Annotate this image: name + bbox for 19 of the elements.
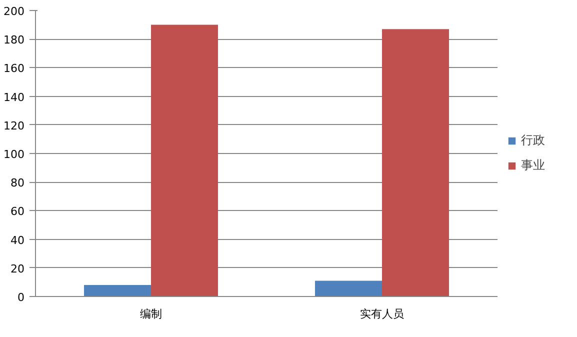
y-tick-label: 200	[4, 5, 25, 18]
legend-label: 行政	[521, 132, 545, 149]
bar	[382, 29, 449, 296]
legend-label: 事业	[521, 157, 545, 174]
y-tick-label: 80	[10, 176, 25, 190]
y-tick-label: 20	[10, 262, 25, 276]
x-tick-label: 编制	[140, 308, 162, 320]
y-tick-label: 120	[4, 119, 25, 132]
x-tick-label: 实有人员	[360, 308, 404, 320]
y-tick-label: 140	[4, 90, 25, 104]
y-tick-label: 0	[18, 291, 24, 304]
bar	[315, 280, 382, 296]
y-tick-label: 100	[4, 148, 25, 161]
y-tick-label: 160	[4, 62, 25, 76]
bar	[151, 24, 218, 296]
bar	[84, 285, 151, 296]
y-tick-label: 60	[10, 205, 25, 218]
y-tick-label: 180	[4, 34, 25, 47]
y-tick-label: 40	[10, 234, 25, 247]
